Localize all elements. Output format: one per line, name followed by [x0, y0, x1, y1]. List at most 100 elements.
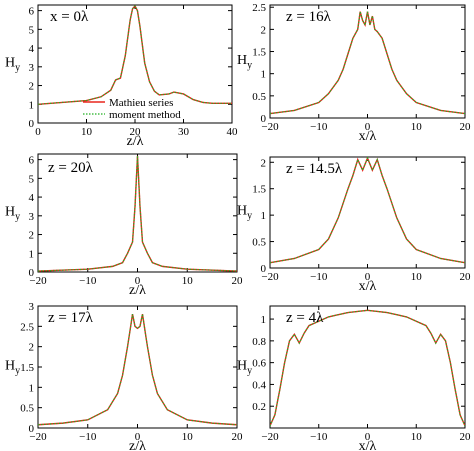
x-tick-label: 0: [135, 431, 141, 443]
y-tick-label: 0.2: [252, 401, 266, 413]
x-tick-label: 20: [232, 275, 244, 287]
y-tick-label: 3: [29, 301, 35, 313]
y-tick-label: 3: [29, 211, 35, 223]
x-tick-label: 10: [411, 271, 423, 283]
series-line-moment: [270, 157, 465, 264]
series-line-mathieu: [38, 313, 237, 426]
y-tick-label: 0: [29, 423, 35, 435]
panel-label: z = 4λ: [286, 310, 324, 326]
x-tick-label: 10: [182, 275, 194, 287]
y-tick-label: 4: [29, 43, 35, 55]
series-line-moment: [38, 155, 237, 272]
y-tick-label: 3: [29, 62, 35, 74]
x-axis-label: z/λ: [127, 134, 144, 149]
y-axis-label: Hy: [5, 358, 20, 376]
y-tick-label: 1.5: [252, 184, 266, 196]
panel-label: x = 0λ: [50, 9, 89, 25]
y-tick-label: 1: [261, 210, 267, 222]
y-tick-label: 1: [261, 314, 267, 326]
x-tick-label: 10: [182, 431, 194, 443]
y-tick-label: 6: [29, 6, 35, 18]
x-tick-label: 20: [460, 431, 472, 443]
y-tick-label: 0.8: [252, 336, 266, 348]
x-tick-label: 0: [365, 121, 371, 133]
panel-label: z = 16λ: [286, 9, 332, 25]
y-tick-label: 4: [29, 192, 35, 204]
x-tick-label: −20: [29, 431, 47, 443]
y-tick-label: 1.5: [252, 47, 266, 59]
x-tick-label: −10: [79, 431, 97, 443]
panel-label: z = 20λ: [48, 160, 94, 176]
x-tick-label: −10: [310, 431, 328, 443]
x-tick-label: 0: [365, 431, 371, 443]
y-tick-label: 0.5: [252, 91, 266, 103]
y-axis-label: Hy: [237, 53, 252, 71]
panel-label: z = 14.5λ: [286, 161, 343, 177]
panel-label: z = 17λ: [48, 310, 94, 326]
y-tick-label: 2: [29, 81, 35, 93]
series-line-moment: [38, 5, 232, 105]
x-axis-label: z/λ: [129, 283, 146, 298]
x-tick-label: 0: [365, 271, 371, 283]
x-axis-label: x/λ: [359, 439, 377, 451]
x-tick-label: 40: [227, 126, 239, 138]
x-tick-label: −20: [261, 431, 279, 443]
y-tick-label: 0.5: [252, 237, 266, 249]
legend-label: moment method: [109, 109, 181, 121]
x-tick-label: −20: [261, 271, 279, 283]
y-tick-label: 2: [261, 157, 267, 169]
x-tick-label: −20: [261, 121, 279, 133]
legend-label: Mathieu series: [109, 97, 173, 109]
y-axis-label: Hy: [5, 55, 20, 73]
y-tick-label: 1: [29, 99, 35, 111]
x-tick-label: 20: [130, 126, 142, 138]
y-tick-label: 1.5: [20, 362, 34, 374]
x-tick-label: 20: [460, 271, 472, 283]
x-axis-label: x/λ: [359, 279, 377, 294]
y-tick-label: 2: [29, 230, 35, 242]
x-tick-label: 10: [81, 126, 93, 138]
y-tick-label: 0.6: [252, 358, 266, 370]
y-tick-label: 6: [29, 155, 35, 167]
series-line-moment: [270, 11, 465, 115]
x-tick-label: 10: [411, 121, 423, 133]
panel-p1: 0 10 20 30 40 0 1 2 3 4 5 6 x = 0λ z/λ Hy: [5, 4, 239, 149]
x-tick-label: −20: [29, 275, 47, 287]
series-line-mathieu: [270, 11, 465, 115]
x-tick-label: −10: [79, 275, 97, 287]
panel-p6: −20 −10 0 10 20 0.2 0.4 0.6 0.8 1 z = 4λ x/λ Hy: [237, 305, 472, 451]
series-line-moment: [38, 314, 237, 426]
y-tick-label: 0.5: [20, 403, 34, 415]
panel-p5: −20 −10 0 10 20 0 0.5 1 1.5 2 2.5 3 z = 17λ z/λ Hy: [5, 301, 243, 451]
y-tick-label: 2: [29, 342, 35, 354]
x-tick-label: 10: [411, 431, 423, 443]
series-line-mathieu: [270, 309, 465, 427]
x-tick-label: −10: [310, 121, 328, 133]
y-tick-label: 0: [29, 118, 35, 130]
y-tick-label: 1: [29, 248, 35, 260]
y-tick-label: 2: [261, 24, 267, 36]
y-tick-label: 0.4: [252, 379, 266, 391]
y-axis-label: Hy: [5, 204, 20, 222]
x-tick-label: 0: [35, 126, 41, 138]
x-tick-label: −10: [310, 271, 328, 283]
y-tick-label: 5: [29, 24, 35, 36]
panel-p3: −20 −10 0 10 20 0 1 2 3 4 5 6 z = 20λ z/λ Hy: [5, 153, 244, 298]
x-tick-label: 20: [460, 121, 472, 133]
y-tick-label: 1: [29, 382, 35, 394]
y-axis-label: Hy: [237, 358, 252, 376]
y-tick-label: 0: [29, 267, 35, 279]
y-tick-label: 1: [261, 69, 267, 81]
series-line-moment: [270, 309, 465, 427]
y-tick-label: 5: [29, 173, 35, 185]
y-tick-label: 2.5: [252, 2, 266, 14]
y-tick-label: 0: [261, 113, 267, 125]
x-tick-label: 0: [135, 275, 141, 287]
x-axis-label: z/λ: [129, 439, 146, 451]
x-tick-label: 30: [178, 126, 190, 138]
x-axis-label: x/λ: [359, 129, 377, 144]
panel-p4: −20 −10 0 10 20 0 0.5 1 1.5 2 z = 14.5λ x/λ Hy: [237, 156, 472, 294]
y-axis-label: Hy: [237, 204, 252, 222]
